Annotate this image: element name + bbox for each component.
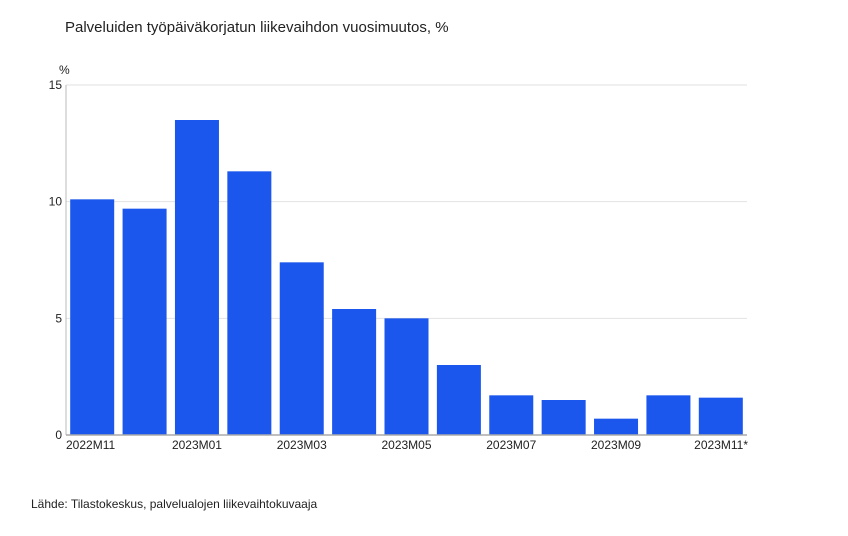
bar-2023M08	[541, 400, 586, 435]
bar-2022M11	[70, 199, 115, 435]
bar-2023M01	[174, 120, 219, 435]
bar-2023M06	[436, 365, 481, 435]
bar-2023M11*	[698, 397, 743, 435]
y-tick-label: 15	[49, 78, 63, 92]
bar-2023M05	[384, 318, 429, 435]
y-tick-label: 5	[55, 311, 62, 325]
bar-2022M12	[122, 208, 167, 435]
x-tick-label: 2023M07	[486, 438, 536, 452]
x-tick-label: 2023M11*	[694, 438, 748, 452]
bar-2023M02	[227, 171, 272, 436]
y-axis-label: %	[59, 63, 70, 77]
x-tick-label: 2022M11	[66, 438, 115, 452]
bar-2023M10	[646, 395, 691, 435]
x-tick-label: 2023M03	[277, 438, 327, 452]
bar-2023M07	[489, 395, 534, 435]
source-note: Lähde: Tilastokeskus, palvelualojen liik…	[31, 497, 318, 511]
x-tick-label: 2023M05	[381, 438, 431, 452]
bar-2023M09	[594, 418, 639, 435]
y-tick-label: 10	[49, 195, 63, 209]
chart-title: Palveluiden työpäiväkorjatun liikevaihdo…	[65, 19, 449, 36]
bar-2023M03	[279, 262, 324, 435]
bar-2023M04	[332, 309, 377, 435]
y-tick-label: 0	[55, 428, 62, 442]
x-tick-label: 2023M09	[591, 438, 641, 452]
x-tick-label: 2023M01	[172, 438, 222, 452]
